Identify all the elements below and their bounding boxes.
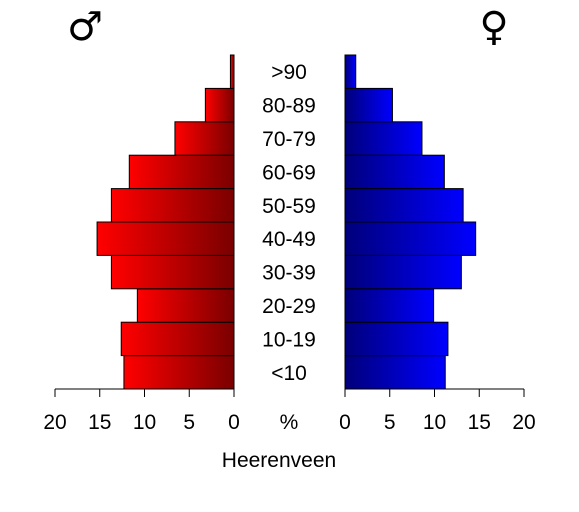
male-bar-10 — [229, 54, 235, 89]
age-group-label-2: 10-19 — [262, 328, 316, 351]
male-tick-label-3: 10 — [133, 411, 156, 434]
male-tick-label-1: 20 — [43, 411, 66, 434]
male-bar-1 — [123, 355, 235, 390]
age-group-label-7: 60-69 — [262, 161, 316, 184]
female-tick-label-2: 5 — [384, 411, 396, 434]
male-tick-label-4: 5 — [183, 411, 195, 434]
male-bar-7 — [128, 154, 235, 190]
female-bar-7 — [344, 154, 445, 190]
female-bar-1 — [344, 355, 446, 390]
male-bar-8 — [174, 121, 235, 156]
female-bar-10 — [344, 54, 357, 89]
age-group-label-3: 20-29 — [262, 295, 316, 318]
age-group-label-5: 40-49 — [262, 228, 316, 251]
male-symbol: ♂ — [67, 4, 103, 50]
female-x-axis: 0 5 10 15 20 — [339, 388, 536, 434]
female-tick-label-1: 0 — [339, 411, 351, 434]
male-bar-4 — [110, 254, 235, 290]
male-tick-label-2: 15 — [88, 411, 111, 434]
x-axis-title: Heerenveen — [222, 449, 336, 472]
female-symbol: ♀ — [479, 4, 508, 50]
female-bar-9 — [344, 87, 393, 123]
female-bar-2 — [344, 321, 449, 357]
male-x-axis: 20 15 10 5 0 — [43, 388, 240, 434]
female-bar-8 — [344, 121, 423, 156]
female-bar-3 — [344, 288, 435, 323]
male-bars — [96, 54, 235, 390]
female-bar-5 — [344, 221, 477, 256]
age-group-label-8: 70-79 — [262, 128, 316, 151]
male-bar-5 — [96, 221, 235, 256]
female-tick-label-3: 10 — [423, 411, 446, 434]
female-bars — [344, 54, 477, 390]
male-bar-3 — [136, 288, 235, 323]
male-bar-9 — [204, 87, 235, 123]
male-bar-6 — [110, 188, 235, 223]
female-tick-label-5: 20 — [512, 411, 535, 434]
female-bar-6 — [344, 188, 464, 223]
age-group-label-10: >90 — [271, 61, 307, 84]
age-group-label-4: 30-39 — [262, 262, 316, 285]
age-group-label-1: <10 — [271, 362, 307, 385]
male-bar-2 — [120, 321, 235, 357]
female-tick-label-4: 15 — [468, 411, 491, 434]
male-tick-label-5: 0 — [228, 411, 240, 434]
age-group-label-9: 80-89 — [262, 95, 316, 118]
age-group-label-6: 50-59 — [262, 195, 316, 218]
age-group-labels: <10 10-19 20-29 30-39 40-49 50-59 60-69 70-79 80… — [262, 61, 316, 385]
female-bar-4 — [344, 254, 462, 290]
center-axis-label: % — [280, 411, 299, 434]
